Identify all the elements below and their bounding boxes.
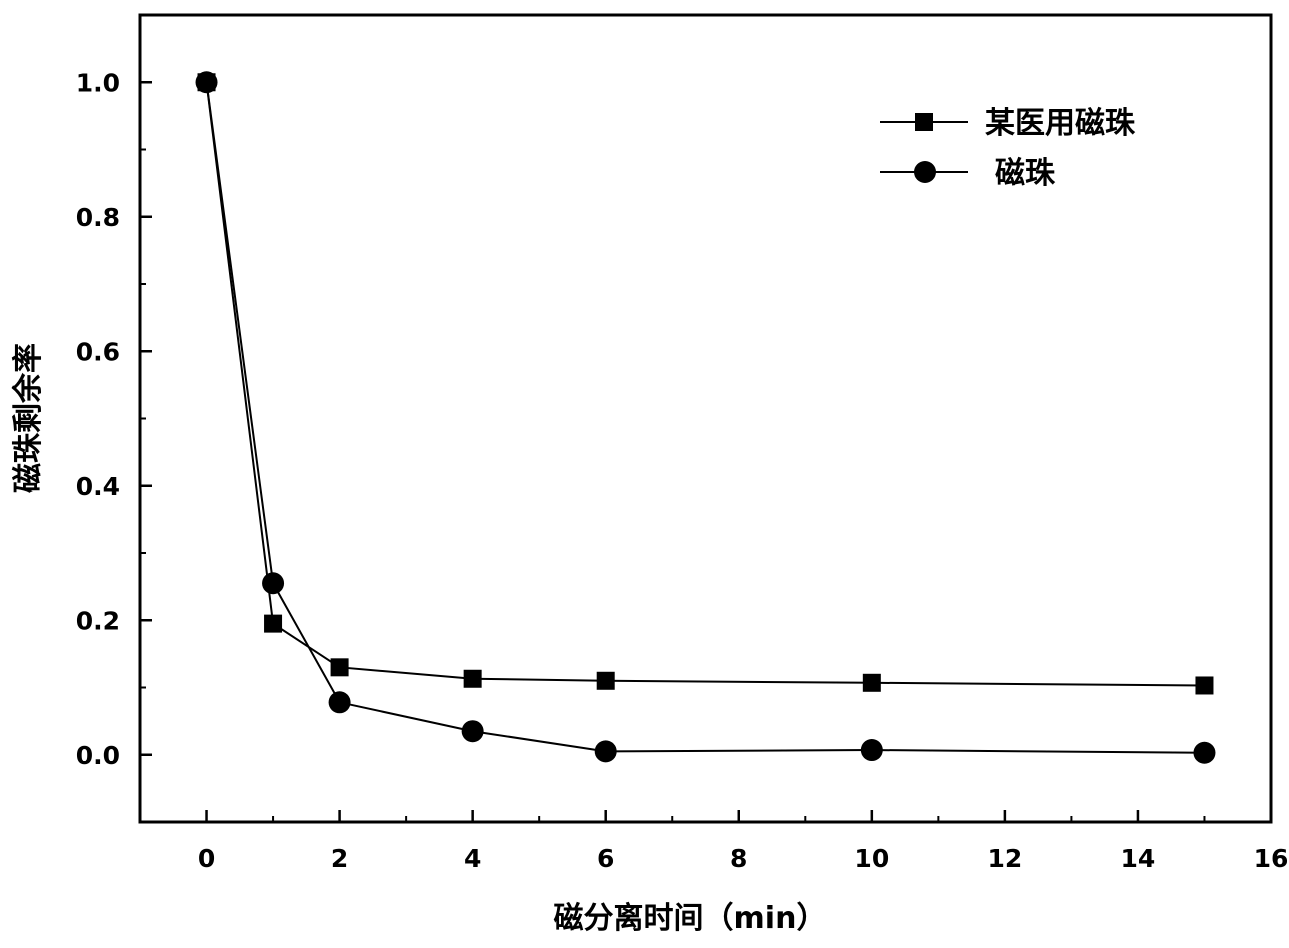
x-axis-title: 磁分离时间（min） — [554, 901, 827, 936]
series-point-circle — [329, 691, 351, 713]
x-tick-label: 16 — [1254, 844, 1289, 873]
x-tick-label: 6 — [597, 844, 614, 873]
x-tick-label: 0 — [198, 844, 215, 873]
series-point-circle — [196, 71, 218, 93]
series-point-square — [331, 658, 349, 676]
y-tick-label: 1.0 — [76, 68, 120, 97]
y-tick-label: 0.2 — [76, 606, 120, 635]
x-tick-label: 12 — [987, 844, 1022, 873]
x-tick-label: 2 — [331, 844, 348, 873]
series-point-circle — [1193, 742, 1215, 764]
y-axis-title: 磁珠剩余率 — [11, 343, 46, 493]
x-tick-label: 10 — [854, 844, 889, 873]
series-point-circle — [262, 572, 284, 594]
series-point-circle — [861, 739, 883, 761]
legend-marker-circle — [914, 161, 936, 183]
series-point-circle — [462, 720, 484, 742]
legend-marker-square — [915, 113, 933, 131]
legend-label: 磁珠 — [995, 156, 1056, 191]
series-point-square — [597, 672, 615, 690]
series-point-square — [1195, 676, 1213, 694]
y-tick-label: 0.0 — [76, 741, 120, 770]
y-tick-label: 0.6 — [76, 337, 120, 366]
y-tick-label: 0.4 — [76, 472, 120, 501]
series-point-circle — [595, 740, 617, 762]
series-point-square — [264, 615, 282, 633]
x-tick-label: 14 — [1121, 844, 1156, 873]
series-point-square — [863, 674, 881, 692]
x-tick-label: 8 — [730, 844, 747, 873]
legend-label: 某医用磁珠 — [985, 106, 1136, 141]
y-tick-label: 0.8 — [76, 203, 120, 232]
series-point-square — [464, 670, 482, 688]
x-tick-label: 4 — [464, 844, 481, 873]
